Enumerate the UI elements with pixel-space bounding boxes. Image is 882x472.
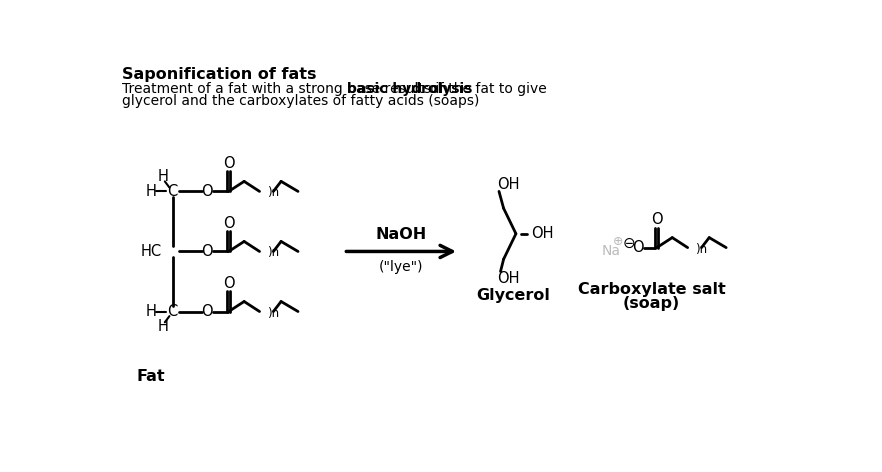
Text: H: H [146,184,156,199]
Text: C: C [168,304,177,319]
Text: O: O [651,212,662,228]
Text: OH: OH [531,226,554,241]
Text: )n: )n [267,246,280,260]
Text: ⊕: ⊕ [613,235,624,248]
Text: HC: HC [140,244,161,259]
Text: O: O [223,216,235,231]
Text: Fat: Fat [137,369,165,384]
Text: C: C [168,184,177,199]
Text: H: H [158,169,168,184]
Text: )n: )n [267,306,280,320]
Text: O: O [201,184,213,199]
Text: NaOH: NaOH [376,227,427,242]
Text: Na: Na [602,244,620,258]
Text: )n: )n [695,243,707,256]
Text: O: O [201,244,213,259]
Text: H: H [158,320,168,334]
Text: glycerol and the carboxylates of fatty acids (soaps): glycerol and the carboxylates of fatty a… [122,94,479,109]
Text: )n: )n [267,186,280,200]
Text: O: O [201,304,213,319]
Text: OH: OH [497,177,520,192]
Text: Saponification of fats: Saponification of fats [122,67,316,83]
Text: Treatment of a fat with a strong base results in: Treatment of a fat with a strong base re… [122,82,452,96]
Text: Glycerol: Glycerol [476,288,549,303]
Text: H: H [146,304,156,319]
Text: (soap): (soap) [623,296,680,312]
Text: ⊖: ⊖ [623,236,636,251]
Text: O: O [223,156,235,171]
Text: ("lye"): ("lye") [379,260,423,274]
Text: Carboxylate salt: Carboxylate salt [578,282,725,297]
Text: O: O [632,240,644,255]
Text: basic hydrolysis: basic hydrolysis [347,82,472,96]
Text: OH: OH [497,271,520,286]
Text: O: O [223,276,235,291]
Text: of the fat to give: of the fat to give [426,82,547,96]
